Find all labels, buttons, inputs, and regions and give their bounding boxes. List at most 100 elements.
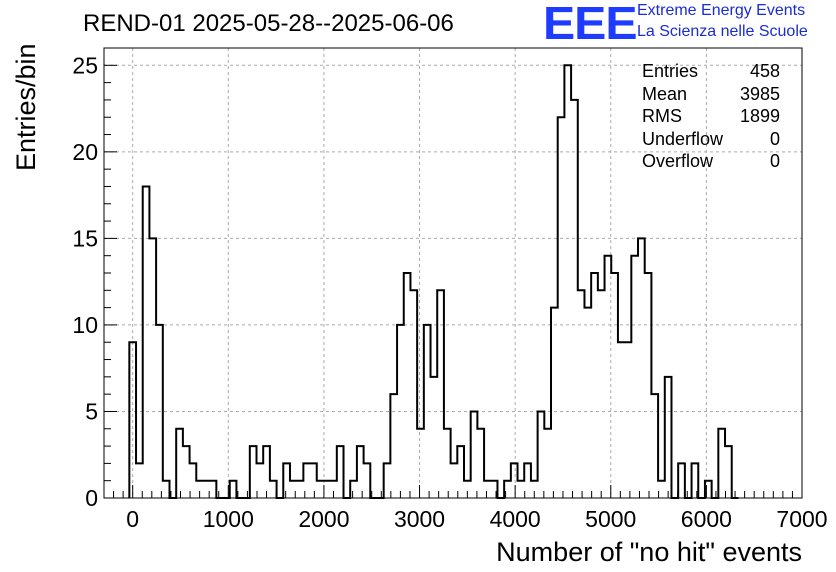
histogram-bin (297, 481, 304, 498)
histogram-bin (665, 377, 672, 498)
histogram-bin (625, 342, 632, 498)
stat-value: 458 (749, 61, 780, 81)
y-tick-label: 5 (85, 398, 98, 424)
histogram-bin (484, 481, 491, 498)
x-tick-label: 4000 (490, 506, 541, 532)
x-tick-label: 1000 (203, 506, 254, 532)
histogram-bin (417, 429, 424, 498)
histogram-bin (404, 273, 411, 498)
histogram-bin (551, 308, 558, 498)
stat-value: 0 (769, 151, 780, 172)
histogram-bin (524, 463, 531, 498)
histogram-bin (678, 463, 685, 498)
stat-label: Overflow (642, 151, 714, 172)
histogram-bin (518, 481, 525, 498)
x-tick-label: 5000 (585, 506, 636, 532)
x-tick-label: 0 (126, 506, 139, 532)
stat-row-rms: RMS 1899 (642, 105, 780, 128)
histogram-bin (183, 446, 190, 498)
histogram-bin (263, 446, 270, 498)
histogram-bin (471, 411, 478, 498)
histogram-bin (457, 446, 464, 498)
histogram-bin (210, 481, 217, 498)
histogram-bin (410, 290, 417, 498)
stat-row-entries: Entries 458 (642, 60, 780, 83)
stat-row-mean: Mean 3985 (642, 83, 780, 106)
logo-line-1: Extreme Energy Events (637, 2, 806, 19)
histogram-bin (337, 446, 344, 498)
histogram-bin (645, 273, 652, 498)
histogram-bin (149, 238, 156, 498)
histogram-bin (364, 463, 371, 498)
histogram-bin (250, 446, 257, 498)
histogram-bin (658, 481, 665, 498)
histogram-bin (444, 429, 451, 498)
histogram-bin (317, 481, 324, 498)
x-axis-label: Number of "no hit" events (496, 537, 802, 567)
histogram-bin (631, 256, 638, 498)
histogram-outline (128, 64, 739, 499)
stat-label: Mean (642, 83, 688, 104)
histogram-bin (283, 463, 290, 498)
y-axis-label: Entries/bin (11, 43, 41, 171)
histogram-bin (591, 273, 598, 498)
histogram-bin (605, 256, 612, 498)
stat-row-overflow: Overflow 0 (642, 150, 780, 173)
histogram-bin (718, 429, 725, 498)
y-tick-label: 20 (72, 139, 98, 165)
stats-box: Entries 458 Mean 3985 RMS 1899 Underflow… (642, 60, 780, 173)
stat-label: Entries (642, 61, 699, 81)
histogram-bin (618, 342, 625, 498)
histogram-bin (584, 308, 591, 498)
y-tick-label: 10 (72, 312, 98, 338)
x-tick-label: 2000 (298, 506, 349, 532)
stat-label: RMS (642, 106, 682, 127)
histogram-bin (357, 446, 364, 498)
histogram-bin (350, 481, 357, 498)
histogram-bin (544, 429, 551, 498)
stat-value: 0 (769, 128, 780, 149)
stat-value: 3985 (739, 83, 780, 104)
chart-title: REND-01 2025-05-28--2025-06-06 (83, 10, 454, 37)
x-tick-label: 7000 (776, 506, 827, 532)
histogram-bin (323, 481, 330, 498)
histogram-bin (638, 238, 645, 498)
histogram-bin (451, 463, 458, 498)
histogram-bin (651, 394, 658, 498)
histogram-bin (390, 394, 397, 498)
histogram-bin (725, 446, 732, 498)
stat-row-underflow: Underflow 0 (642, 128, 780, 151)
histogram-bin (578, 290, 585, 498)
histogram-bin (598, 290, 605, 498)
histogram-bin (437, 290, 444, 498)
histogram-bin (511, 463, 518, 498)
histogram-bin (190, 463, 197, 498)
histogram-bin (230, 481, 237, 498)
histogram-bin (538, 411, 545, 498)
histogram-bin (571, 100, 578, 498)
histogram-bin (270, 481, 277, 498)
x-tick-label: 3000 (394, 506, 445, 532)
histogram-bin (163, 481, 170, 498)
eee-logo: EEE (543, 0, 638, 49)
histogram-bin (384, 463, 391, 498)
histogram-bin (431, 377, 438, 498)
histogram-bin (176, 429, 183, 498)
stat-value: 1899 (739, 106, 780, 127)
y-tick-label: 0 (85, 485, 98, 511)
y-tick-label: 15 (72, 225, 98, 251)
histogram-bin (477, 429, 484, 498)
y-tick-label: 25 (72, 52, 98, 78)
stat-label: Underflow (642, 128, 724, 149)
histogram-bin (257, 463, 264, 498)
histogram-bin (611, 273, 618, 498)
x-tick-label: 6000 (681, 506, 732, 532)
histogram-bin (136, 463, 143, 498)
histogram-bin (558, 117, 565, 498)
histogram-bin (564, 65, 571, 498)
logo-line-2: La Scienza nelle Scuole (637, 23, 808, 40)
histogram-bin (310, 463, 317, 498)
histogram-bin (203, 481, 210, 498)
histogram-bin (143, 186, 150, 498)
